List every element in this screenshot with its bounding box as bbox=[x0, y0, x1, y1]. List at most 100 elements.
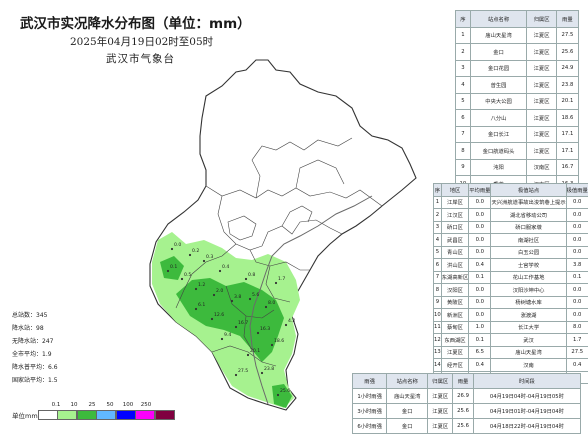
table-row: 3小时雨强 金口 江夏区 25.6 04月19日01时-04月19日04时 bbox=[351, 403, 582, 419]
legend-swatch bbox=[57, 410, 77, 420]
table-row: 6小时雨强 金口 江夏区 25.6 04月18日22时-04月19日04时 bbox=[351, 418, 582, 434]
table-cell: 庙山天星湾 bbox=[386, 388, 429, 404]
table-row: 11 蔡甸区 1.0 长江大学 8.0 bbox=[433, 320, 588, 334]
station-value-label: 3.8 bbox=[234, 294, 241, 300]
table-cell: 17.1 bbox=[555, 125, 580, 143]
station-value-labels: 0.0 0.2 0.3 0.1 0.5 1.2 2.0 3.8 5.6 8.0 12.6 16.7 16… bbox=[170, 242, 295, 394]
table-cell: 1 bbox=[455, 26, 471, 44]
table-row: 8 汉阳区 0.0 汉阳沙坤中心 0.0 bbox=[433, 283, 588, 297]
legend-tick: 0.1 bbox=[51, 402, 61, 408]
rain-intensity-table: 雨强 站点名称 归属区 雨量 时间段 1小时雨强 庙山天星湾 江夏区 26.9 04月1… bbox=[351, 373, 582, 434]
table-cell: 27.5 bbox=[565, 345, 588, 359]
table-cell: 5 bbox=[433, 245, 442, 259]
table-cell: 27.5 bbox=[555, 26, 580, 44]
station-value-label: 0.3 bbox=[206, 254, 213, 260]
table-cell: 金口花园 bbox=[469, 59, 528, 77]
table-cell: 10 bbox=[433, 308, 442, 322]
col-header: 极值站点 bbox=[490, 183, 567, 197]
table-cell: 0.4 bbox=[468, 358, 492, 372]
table-cell: 江夏区 bbox=[526, 125, 557, 143]
table-row: 3 硚口区 0.0 硚口服家墩 0.0 bbox=[433, 220, 588, 234]
station-dot bbox=[260, 371, 264, 375]
station-value-label: 0.0 bbox=[174, 242, 181, 248]
station-value-label: 16.7 bbox=[238, 320, 248, 326]
station-value-label: 8.0 bbox=[268, 300, 275, 306]
legend-swatch bbox=[96, 410, 116, 420]
table-cell: 硚口服家墩 bbox=[490, 220, 567, 234]
table-cell: 9 bbox=[433, 295, 442, 309]
table-cell: 8.0 bbox=[565, 320, 588, 334]
stat-city-avg: 全市平均：1.9 bbox=[12, 351, 52, 358]
table-cell: 20.1 bbox=[555, 92, 580, 110]
table-cell: 金口 bbox=[386, 403, 429, 419]
legend-swatch bbox=[135, 410, 155, 420]
table-cell: 江夏区 bbox=[526, 43, 557, 61]
table-cell: 硚口区 bbox=[440, 220, 470, 234]
table-cell: 18.6 bbox=[555, 109, 580, 127]
table-cell: 曾生园 bbox=[469, 76, 528, 94]
table-cell: 6 bbox=[433, 258, 442, 272]
station-dot bbox=[188, 253, 192, 257]
table-cell: 0.4 bbox=[468, 258, 492, 272]
table-cell: 0.0 bbox=[565, 308, 588, 322]
stat-rain-avg: 降水普平均：6.6 bbox=[12, 364, 58, 371]
station-dot bbox=[194, 287, 198, 291]
legend-tick: 50 bbox=[106, 402, 114, 408]
table-cell: 0.0 bbox=[468, 295, 492, 309]
legend-bar: 单位mm bbox=[12, 410, 175, 420]
table-cell: 沌阳 bbox=[469, 158, 528, 176]
station-value-label: 0.8 bbox=[248, 272, 255, 278]
table-cell: 7 bbox=[455, 125, 471, 143]
station-value-label: 20.1 bbox=[250, 348, 260, 354]
table-cell: 0.0 bbox=[565, 283, 588, 297]
station-dot bbox=[180, 277, 184, 281]
station-dot bbox=[212, 293, 216, 297]
table-cell: 汉南区 bbox=[526, 158, 557, 176]
table-cell: 0.1 bbox=[468, 333, 492, 347]
table-cell: 25.6 bbox=[452, 418, 474, 434]
stat-rain: 降水站：98 bbox=[12, 325, 44, 332]
table-cell: 东西湖区 bbox=[440, 333, 470, 347]
table-cell: 3 bbox=[455, 59, 471, 77]
stat-national-avg: 国家站平均：1.5 bbox=[12, 377, 58, 384]
legend-tick: 250 bbox=[140, 402, 152, 408]
table-row: 9 黄陂区 0.0 杨树塘水库 0.0 bbox=[433, 295, 588, 309]
table-cell: 5 bbox=[455, 92, 471, 110]
table-cell: 江夏区 bbox=[526, 59, 557, 77]
table-cell: 24.9 bbox=[555, 59, 580, 77]
table-cell: 04月19日01时-04月19日04时 bbox=[472, 403, 582, 419]
table-cell: 25.6 bbox=[555, 43, 580, 61]
table-cell: 八分山 bbox=[469, 109, 528, 127]
table-cell: 0.0 bbox=[468, 195, 492, 209]
col-header: 序 bbox=[433, 183, 442, 197]
yangtze-river bbox=[249, 195, 373, 405]
table-cell: 经开区 bbox=[440, 358, 470, 372]
legend-swatch bbox=[37, 410, 58, 420]
table-header-row: 雨强 站点名称 归属区 雨量 时间段 bbox=[351, 373, 582, 389]
table-cell: 0.0 bbox=[468, 283, 492, 297]
legend-swatch bbox=[76, 410, 97, 420]
station-dot bbox=[270, 343, 274, 347]
table-cell: 0.0 bbox=[468, 233, 492, 247]
top-stations-table: 序 站点名称 归属区 雨量 1 庙山天星湾 江夏区 27.5 2 金口 江夏区 25.6 3 金口… bbox=[455, 10, 580, 193]
col-header: 归属区 bbox=[526, 10, 557, 28]
table-cell: 东湖高新区 bbox=[440, 270, 470, 284]
table-cell: 白玉公园 bbox=[490, 245, 567, 259]
table-cell: 江夏区 bbox=[526, 142, 557, 160]
rain-area-medium-south bbox=[272, 384, 292, 408]
map-subtitle: 2025年04月19日02时至05时 bbox=[70, 36, 214, 48]
table-row: 10 新洲区 0.0 涨渡湖 0.0 bbox=[433, 308, 588, 322]
table-row: 8 金口航道码头 江夏区 17.1 bbox=[455, 142, 580, 160]
rain-area-medium-west bbox=[160, 256, 184, 280]
table-row: 4 武昌区 0.0 南湖社区 0.0 bbox=[433, 233, 588, 247]
table-cell: 1 bbox=[433, 195, 442, 209]
table-cell: 3小时雨强 bbox=[351, 403, 388, 419]
table-cell: 武汉 bbox=[490, 333, 567, 347]
col-header: 地区 bbox=[440, 183, 470, 197]
station-value-label: 6.1 bbox=[198, 302, 205, 308]
station-dot bbox=[234, 325, 238, 329]
table-row: 9 沌阳 汉南区 16.7 bbox=[455, 158, 580, 176]
station-dot bbox=[218, 269, 222, 273]
table-cell: 6 bbox=[455, 109, 471, 127]
